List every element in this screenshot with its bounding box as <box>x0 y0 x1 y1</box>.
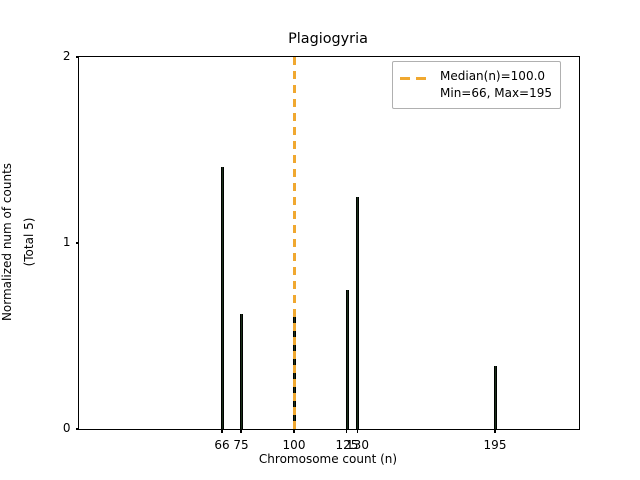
legend-label-median: Median(n)=100.0 <box>440 69 546 83</box>
y-axis-label-wrap: Normalized num of counts <box>0 56 20 428</box>
x-axis-label: Chromosome count (n) <box>258 452 398 466</box>
legend-text-block: Median(n)=100.0 Min=66, Max=195 <box>440 68 552 102</box>
legend-entry-median: Median(n)=100.0 Min=66, Max=195 <box>400 68 552 102</box>
page-title: Plagiogyria <box>288 31 368 47</box>
bar-75 <box>240 313 243 429</box>
xtick-label-66: 66 <box>214 438 230 452</box>
xtick-label-130: 130 <box>346 438 369 452</box>
xtick-label-100: 100 <box>282 438 306 452</box>
ytick-label-2: 2 <box>62 49 71 64</box>
xtick-100 <box>293 429 295 433</box>
bar-130 <box>356 196 360 429</box>
xtick-label-125: 125 <box>335 438 359 452</box>
y-axis-sublabel-wrap: (Total 5) <box>22 56 42 428</box>
ytick-label-0: 0 <box>62 421 71 436</box>
ytick-1: 1 <box>63 235 79 249</box>
y-axis-sublabel: (Total 5) <box>22 217 36 267</box>
legend: Median(n)=100.0 Min=66, Max=195 <box>392 61 562 109</box>
xtick-label-195: 195 <box>483 438 507 452</box>
ytick-2: 2 <box>63 49 79 63</box>
bar-66 <box>221 166 224 429</box>
y-axis-label: Normalized num of counts <box>0 162 14 322</box>
xtick-195 <box>494 429 496 433</box>
xtick-75 <box>240 429 242 433</box>
xtick-66 <box>221 429 223 433</box>
legend-label-range: Min=66, Max=195 <box>440 86 553 100</box>
bar-125 <box>345 289 349 429</box>
plot-inner: 0 1 2 66 75 100 125 130 195 <box>63 49 579 452</box>
dashed-line-icon <box>400 71 432 85</box>
xtick-130 <box>356 429 359 433</box>
xtick-label-75: 75 <box>233 438 249 452</box>
ytick-0: 0 <box>63 421 79 435</box>
plot-area: 0 1 2 66 75 100 125 130 195 <box>63 49 580 452</box>
xtick-125 <box>346 429 348 433</box>
bar-195 <box>493 365 497 429</box>
median-line <box>292 57 296 429</box>
ytick-label-1: 1 <box>62 235 71 250</box>
